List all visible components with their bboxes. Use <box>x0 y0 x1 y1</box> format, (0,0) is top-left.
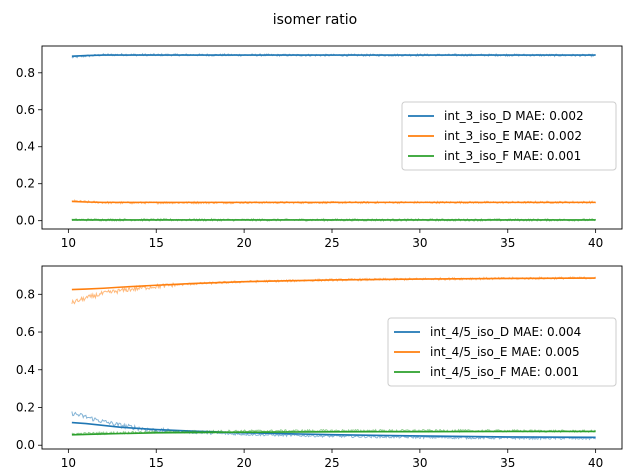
x-tick-label: 35 <box>500 456 515 470</box>
series-3 <box>71 217 597 223</box>
x-tick-label: 30 <box>412 236 427 250</box>
y-tick-label: 0.8 <box>16 287 35 301</box>
series-2 <box>71 276 596 305</box>
x-tick-label: 10 <box>61 236 76 250</box>
x-tick-label: 15 <box>149 236 164 250</box>
series-3 <box>71 428 596 436</box>
y-tick-label: 0.4 <box>16 363 35 377</box>
legend: int_3_iso_D MAE: 0.002 int_3_iso_E MAE: 0… <box>401 101 617 171</box>
series-fit-line <box>71 277 596 291</box>
x-tick-label: 35 <box>500 236 515 250</box>
legend-entry: int_3_iso_F MAE: 0.001 <box>444 149 581 163</box>
series-fit-line <box>71 421 596 439</box>
y-tick-label: 0.4 <box>16 140 35 154</box>
series-1 <box>71 52 596 59</box>
y-tick-label: 0.0 <box>16 214 35 228</box>
y-tick-label: 0.2 <box>16 177 35 191</box>
x-tick-label: 40 <box>588 236 603 250</box>
legend-entry: int_4/5_iso_E MAE: 0.005 <box>430 345 580 359</box>
series-1 <box>71 411 596 441</box>
x-tick-label: 25 <box>324 456 339 470</box>
x-tick-label: 20 <box>236 456 251 470</box>
y-tick-label: 0.0 <box>16 438 35 452</box>
series-fit-line <box>71 430 596 436</box>
y-tick-label: 0.6 <box>16 325 35 339</box>
x-tick-label: 10 <box>61 456 76 470</box>
y-tick-label: 0.6 <box>16 103 35 117</box>
legend-entry: int_3_iso_D MAE: 0.002 <box>444 109 584 123</box>
legend-entry: int_4/5_iso_D MAE: 0.004 <box>430 325 581 339</box>
x-tick-label: 40 <box>588 456 603 470</box>
legend-entry: int_4/5_iso_F MAE: 0.001 <box>430 365 579 379</box>
legend: int_4/5_iso_D MAE: 0.004 int_4/5_iso_E MA… <box>387 317 617 387</box>
subplot-1: 10 15 20 25 30 35 40 0.0 0.2 0.4 0.6 0.8 int_3_iso_D… <box>16 45 623 250</box>
y-tick-label: 0.8 <box>16 66 35 80</box>
figure-title: isomer ratio <box>273 12 358 28</box>
series-2 <box>71 199 597 205</box>
series-raw-data <box>71 276 596 305</box>
x-tick-label: 20 <box>236 236 251 250</box>
subplot-2: 10 15 20 25 30 35 40 0.0 0.2 0.4 0.6 0.8 int_4/5_iso… <box>16 265 623 470</box>
legend-box <box>401 101 617 171</box>
y-tick-label: 0.2 <box>16 400 35 414</box>
x-tick-label: 30 <box>412 456 427 470</box>
x-tick-label: 25 <box>324 236 339 250</box>
x-tick-label: 15 <box>149 456 164 470</box>
legend-entry: int_3_iso_E MAE: 0.002 <box>444 129 582 143</box>
series-fit-line <box>71 54 596 57</box>
legend-box <box>387 317 617 387</box>
series-fit-line <box>71 200 596 204</box>
